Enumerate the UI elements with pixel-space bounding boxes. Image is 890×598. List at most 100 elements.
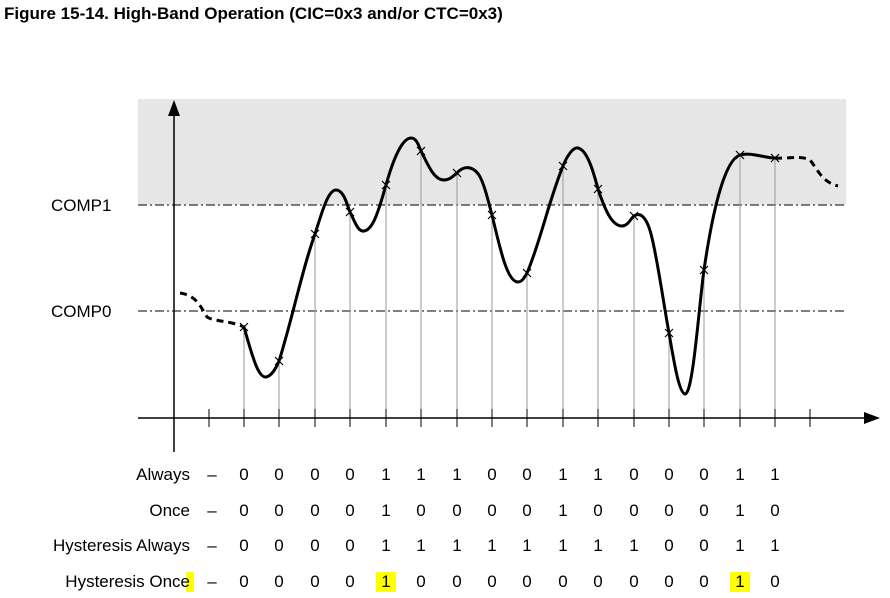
cell-value: 1 bbox=[452, 536, 461, 555]
row-separator: – bbox=[207, 501, 217, 520]
cell-value: 0 bbox=[416, 501, 425, 520]
high-band-region bbox=[138, 99, 846, 205]
cell-value: 1 bbox=[735, 465, 744, 484]
cell-value: 0 bbox=[239, 501, 248, 520]
cell-value: 0 bbox=[345, 501, 354, 520]
x-axis-ticks bbox=[208, 409, 811, 427]
cell-value: 1 bbox=[735, 501, 744, 520]
cell-value: 1 bbox=[593, 536, 602, 555]
cell-value: 0 bbox=[416, 572, 425, 591]
cell-value: 0 bbox=[452, 572, 461, 591]
cell-value: 1 bbox=[452, 465, 461, 484]
signal-dashed-end bbox=[774, 155, 839, 188]
cell-value: 0 bbox=[274, 465, 283, 484]
value-highlight bbox=[376, 572, 396, 592]
sample-marker bbox=[593, 184, 603, 194]
sample-marker bbox=[310, 229, 320, 239]
cell-value: 1 bbox=[558, 501, 567, 520]
cell-value: 1 bbox=[629, 536, 638, 555]
cell-value: 0 bbox=[345, 465, 354, 484]
cell-value: 0 bbox=[629, 465, 638, 484]
sample-marker bbox=[274, 356, 284, 366]
cell-value: 0 bbox=[558, 572, 567, 591]
cell-value: 0 bbox=[345, 572, 354, 591]
table-row: Hysteresis Once – 0 0 0 0 1 0 0 0 0 0 0 0 0 0 1 0 bbox=[65, 572, 780, 592]
x-axis-arrow bbox=[864, 412, 880, 424]
table-row: Always – 0 0 0 0 1 1 1 0 0 1 1 0 0 0 1 1 bbox=[136, 465, 780, 484]
sample-marker bbox=[699, 265, 709, 275]
sample-marker bbox=[416, 146, 426, 156]
sample-marker bbox=[522, 268, 532, 278]
cell-value: 0 bbox=[664, 465, 673, 484]
cell-value: 1 bbox=[381, 501, 390, 520]
sample-marker bbox=[239, 322, 249, 332]
sample-marker bbox=[381, 180, 391, 190]
cell-value: 0 bbox=[487, 572, 496, 591]
cell-value: 0 bbox=[629, 501, 638, 520]
cell-value: 0 bbox=[664, 572, 673, 591]
cell-value: 1 bbox=[381, 572, 390, 591]
row-separator: – bbox=[207, 465, 217, 484]
sample-marker bbox=[629, 211, 639, 221]
cell-value: 0 bbox=[310, 536, 319, 555]
cell-value: 0 bbox=[664, 536, 673, 555]
sample-marker bbox=[345, 207, 355, 217]
row-label: Once bbox=[149, 501, 190, 520]
cell-value: 0 bbox=[487, 465, 496, 484]
comp1-label: COMP1 bbox=[51, 196, 111, 215]
cell-value: 1 bbox=[593, 465, 602, 484]
cell-value: 0 bbox=[522, 501, 531, 520]
cell-value: 0 bbox=[664, 501, 673, 520]
cell-value: 0 bbox=[239, 536, 248, 555]
comp0-label: COMP0 bbox=[51, 302, 111, 321]
cell-value: 1 bbox=[558, 465, 567, 484]
cell-value: 1 bbox=[735, 536, 744, 555]
cell-value: 0 bbox=[452, 501, 461, 520]
cell-value: 0 bbox=[239, 572, 248, 591]
cell-value: 0 bbox=[770, 572, 779, 591]
cell-value: 1 bbox=[381, 465, 390, 484]
cell-value: 0 bbox=[274, 501, 283, 520]
cell-value: 0 bbox=[629, 572, 638, 591]
signal-dashed-start bbox=[179, 291, 245, 329]
row-label: Hysteresis Once bbox=[65, 572, 190, 591]
signal-waveform bbox=[242, 136, 776, 396]
cell-value: 0 bbox=[522, 572, 531, 591]
value-highlight bbox=[730, 572, 750, 592]
cell-value: 0 bbox=[345, 536, 354, 555]
cell-value: 0 bbox=[487, 501, 496, 520]
cell-value: 1 bbox=[416, 536, 425, 555]
sample-marker bbox=[558, 161, 568, 171]
cell-value: 1 bbox=[416, 465, 425, 484]
figure-title: Figure 15-14. High-Band Operation (CIC=0… bbox=[4, 4, 503, 23]
cell-value: 0 bbox=[274, 572, 283, 591]
row-separator: – bbox=[207, 536, 217, 555]
table-row: Once – 0 0 0 0 1 0 0 0 0 1 0 0 0 0 1 0 bbox=[149, 501, 779, 520]
row-separator: – bbox=[207, 572, 217, 591]
cell-value: 0 bbox=[770, 501, 779, 520]
axes bbox=[138, 100, 880, 452]
cell-value: 1 bbox=[735, 572, 744, 591]
row-label: Always bbox=[136, 465, 190, 484]
sample-markers bbox=[239, 146, 780, 366]
sample-marker bbox=[664, 328, 674, 338]
cell-value: 0 bbox=[310, 465, 319, 484]
table-row: Hysteresis Always – 0 0 0 0 1 1 1 1 1 1 1 1 0 0 1 1 bbox=[53, 536, 780, 555]
cell-value: 1 bbox=[487, 536, 496, 555]
cell-value: 1 bbox=[381, 536, 390, 555]
y-axis-arrow bbox=[168, 100, 180, 116]
cell-value: 0 bbox=[699, 572, 708, 591]
cell-value: 0 bbox=[522, 465, 531, 484]
sample-marker bbox=[735, 150, 745, 160]
sample-lines bbox=[243, 151, 776, 418]
cell-value: 1 bbox=[558, 536, 567, 555]
cell-value: 0 bbox=[699, 536, 708, 555]
cell-value: 1 bbox=[522, 536, 531, 555]
sample-marker bbox=[487, 210, 497, 220]
cell-value: 0 bbox=[593, 572, 602, 591]
cell-value: 1 bbox=[770, 536, 779, 555]
row-label: Hysteresis Always bbox=[53, 536, 190, 555]
cell-value: 0 bbox=[699, 501, 708, 520]
